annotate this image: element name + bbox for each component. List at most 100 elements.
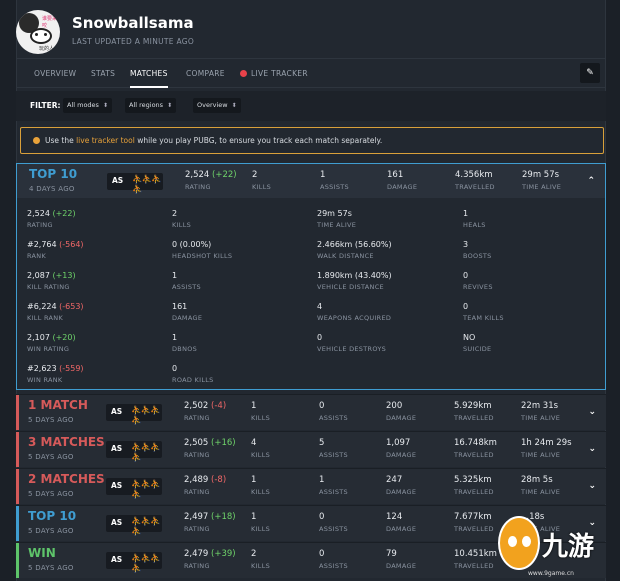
stat-label: KILLS [251,562,271,570]
mode-badge: AS ⛹⛹⛹⛹ [106,478,162,500]
tab-live-tracker-label: LIVE TRACKER [251,69,308,78]
detail-label: BOOSTS [463,252,492,260]
region-select[interactable]: All regions ⬍ [125,98,177,113]
detail-value: 1 [172,271,178,280]
detail-delta: (+13) [52,271,76,280]
region-label: AS [111,407,123,416]
rating-value: 2,505 (+16) [184,438,236,448]
region-label: AS [111,481,123,490]
detail-label: WIN RATING [27,345,70,353]
detail-label: SUICIDE [463,345,492,353]
stat-label: TIME ALIVE [521,488,561,496]
detail-label: ROAD KILLS [172,376,214,384]
avatar-hood [19,13,39,33]
result-strip [16,543,19,578]
stat-value: 1 [251,512,257,522]
detail-value: #6,224 (-653) [27,302,84,311]
stat-label: TRAVELLED [454,451,494,459]
tab-compare[interactable]: COMPARE [186,69,225,78]
match-row[interactable]: 3 MATCHES 5 DAYS AGO AS ⛹⛹⛹⛹ 2,505 (+16) RATI… [16,431,606,467]
region-label: AS [111,518,123,527]
pin-button[interactable]: ✎ [580,63,600,83]
avatar-face [30,28,52,44]
stat-value: 5.325km [454,475,492,485]
stat-label: KILLS [252,183,272,191]
detail-value: 1 [172,333,178,342]
stat-label: DAMAGE [386,451,417,459]
stat-label: DAMAGE [387,183,418,191]
tab-live-tracker[interactable]: LIVE TRACKER [240,59,308,88]
live-tracker-link[interactable]: live tracker tool [76,136,135,145]
rating-delta: (+22) [212,170,237,180]
detail-value: 1.890km (43.40%) [317,271,392,280]
detail-value: 4 [317,302,323,311]
squad-icon: ⛹⛹⛹⛹ [131,517,161,537]
chevron-down-icon[interactable]: ⌄ [588,407,596,417]
detail-value: 2 [172,209,178,218]
updown-icon: ⬍ [231,102,237,109]
tab-overview[interactable]: OVERVIEW [34,69,77,78]
match-row[interactable]: TOP 10 4 DAYS AGO AS ⛹⛹⛹⛹ 2,524 (+22) RATING 2… [16,163,606,199]
stat-value: 1 [251,401,257,411]
watermark-url: www.9game.cn [528,570,574,577]
detail-label: KILLS [172,221,192,229]
detail-value: 2,524 (+22) [27,209,76,218]
mode-badge: AS ⛹⛹⛹⛹ [106,515,162,537]
stat-value: 1 [320,170,326,180]
detail-label: VEHICLE DESTROYS [317,345,387,353]
result-strip [16,469,19,504]
tab-stats[interactable]: STATS [91,69,116,78]
view-select[interactable]: Overview ⬍ [193,98,241,113]
detail-value: 0 [463,271,469,280]
stat-value: 5.929km [454,401,492,411]
chevron-down-icon[interactable]: ⌄ [588,444,596,454]
chevron-up-icon[interactable]: ⌃ [587,176,595,186]
live-tracker-notice: Use the live tracker tool while you play… [20,127,604,154]
detail-value: 1 [463,209,469,218]
chevron-down-icon[interactable]: ⌄ [588,481,596,491]
mode-select[interactable]: All modes ⬍ [63,98,112,113]
chevron-down-icon[interactable]: ⌄ [588,518,596,528]
detail-label: KILL RANK [27,314,64,322]
detail-label: WEAPONS ACQUIRED [317,314,392,322]
detail-value: #2,764 (-564) [27,240,84,249]
detail-value: 3 [463,240,469,249]
info-dot-icon [33,137,40,144]
stat-value: 124 [386,512,403,522]
detail-label: HEADSHOT KILLS [172,252,233,260]
detail-label: TEAM KILLS [463,314,504,322]
squad-icon: ⛹⛹⛹⛹ [131,406,161,426]
detail-label: TIME ALIVE [317,221,357,229]
stat-label: TIME ALIVE [521,525,561,533]
rating-value: 2,524 (+22) [185,170,237,180]
rating-delta: (+18) [211,512,236,522]
tab-matches[interactable]: MATCHES [130,59,168,88]
mascot-logo [498,516,540,570]
avatar[interactable]: 谁要来咬 玩的人 [16,10,60,54]
filter-bar: FILTER: All modes ⬍ All regions ⬍ Overview… [16,91,606,121]
match-time-ago: 5 DAYS AGO [28,527,74,535]
squad-icon: ⛹⛹⛹⛹ [131,480,161,500]
stat-label: RATING [184,451,210,459]
stat-value: 5 [319,438,325,448]
mode-badge: AS ⛹⛹⛹⛹ [107,173,163,195]
match-time-ago: 4 DAYS AGO [29,185,75,193]
stat-label: ASSISTS [319,414,348,422]
result-strip [16,506,19,541]
match-time-ago: 5 DAYS AGO [28,416,74,424]
rating-delta: (+39) [211,549,236,559]
stat-label: RATING [184,562,210,570]
avatar-eye [44,33,47,36]
rating-value: 2,497 (+18) [184,512,236,522]
stat-label: KILLS [251,451,271,459]
detail-label: RATING [27,221,53,229]
detail-label: HEALS [463,221,486,229]
watermark-logo: 九游 www.9game.cn [498,512,608,578]
region-label: AS [111,444,123,453]
stat-value: 1 [319,475,325,485]
stat-value: 2 [252,170,258,180]
detail-value: 0 [172,364,178,373]
match-row[interactable]: 1 MATCH 5 DAYS AGO AS ⛹⛹⛹⛹ 2,502 (-4) RATING 1… [16,394,606,430]
result-strip [16,432,19,467]
match-row[interactable]: 2 MATCHES 5 DAYS AGO AS ⛹⛹⛹⛹ 2,489 (-8) RATIN… [16,468,606,504]
